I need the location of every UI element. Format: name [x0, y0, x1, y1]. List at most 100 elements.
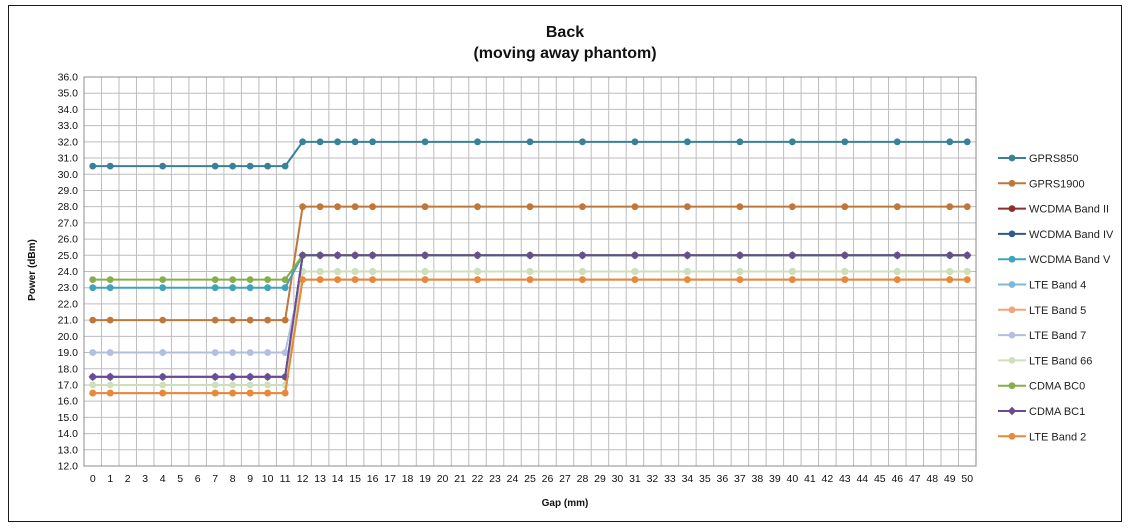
y-tick-label: 30.0: [58, 169, 79, 181]
data-point: [246, 389, 254, 397]
x-tick-label: 4: [160, 473, 166, 485]
x-tick-label: 3: [142, 473, 148, 485]
data-point: [281, 162, 289, 170]
data-point: [281, 276, 289, 284]
y-tick-label: 32.0: [58, 136, 79, 148]
legend-label: LTE Band 4: [1029, 280, 1086, 292]
data-point: [159, 316, 167, 324]
data-point: [841, 268, 849, 275]
data-point: [299, 203, 307, 211]
y-tick-label: 26.0: [58, 234, 79, 246]
legend-item: GPRS850: [998, 153, 1079, 165]
data-point: [264, 389, 272, 397]
x-tick-label: 19: [419, 473, 431, 485]
data-point: [89, 381, 97, 389]
legend-label: WCDMA Band IV: [1029, 229, 1114, 241]
x-tick-label: 14: [332, 473, 344, 485]
data-point: [281, 284, 289, 292]
series-lte-band-66: [89, 268, 971, 389]
series-cdma-bc1: [88, 251, 972, 382]
data-point: [246, 316, 254, 324]
data-point: [735, 251, 745, 260]
data-point: [893, 138, 901, 146]
data-point: [299, 276, 307, 284]
legend-marker: [1008, 331, 1016, 339]
data-point: [229, 276, 237, 284]
y-tick-label: 16.0: [58, 396, 79, 408]
y-tick-label: 29.0: [58, 185, 79, 197]
data-point: [893, 251, 902, 260]
x-tick-label: 30: [612, 473, 624, 485]
data-point: [334, 138, 342, 146]
data-point: [736, 203, 744, 211]
data-point: [579, 268, 586, 275]
data-point: [683, 251, 692, 260]
x-tick-label: 41: [804, 473, 816, 485]
x-tick-label: 33: [664, 473, 676, 485]
data-point: [351, 276, 359, 284]
legend-label: LTE Band 7: [1029, 330, 1086, 342]
legend-marker: [1008, 306, 1016, 314]
y-tick-label: 27.0: [58, 217, 79, 229]
data-point: [368, 251, 377, 260]
data-point: [229, 381, 237, 389]
x-tick-label: 21: [454, 473, 466, 485]
x-tick-label: 23: [489, 473, 501, 485]
data-point: [106, 162, 114, 170]
legend-item: LTE Band 7: [998, 330, 1086, 342]
data-point: [315, 251, 325, 260]
x-tick-label: 24: [507, 473, 519, 485]
legend-item: CDMA BC1: [998, 406, 1085, 418]
data-point: [841, 138, 849, 146]
data-point: [246, 349, 254, 356]
data-point: [631, 276, 639, 284]
data-point: [631, 203, 639, 211]
data-point: [264, 162, 272, 170]
data-point: [158, 372, 167, 382]
legend-marker: [1008, 154, 1016, 162]
legend-label: CDMA BC0: [1029, 381, 1085, 393]
data-point: [963, 203, 971, 211]
data-point: [474, 203, 481, 211]
data-point: [106, 389, 114, 397]
data-point: [350, 251, 360, 260]
x-tick-label: 43: [839, 473, 851, 485]
y-axis-label: Power (dBm): [27, 239, 38, 301]
data-point: [369, 138, 376, 146]
x-tick-label: 7: [212, 473, 218, 485]
y-tick-label: 34.0: [58, 104, 79, 116]
data-point: [89, 349, 97, 356]
data-point: [211, 349, 219, 356]
data-point: [893, 268, 901, 275]
legend-item: WCDMA Band II: [998, 204, 1109, 216]
data-point: [316, 138, 324, 146]
x-tick-label: 8: [230, 473, 236, 485]
data-point: [736, 268, 744, 275]
y-tick-label: 15.0: [58, 412, 79, 424]
y-tick-label: 33.0: [58, 120, 79, 132]
y-tick-label: 18.0: [58, 363, 79, 375]
data-point: [106, 316, 114, 324]
data-point: [264, 349, 272, 356]
data-point: [229, 162, 237, 170]
y-tick-label: 24.0: [58, 266, 79, 278]
data-point: [299, 138, 307, 146]
legend-item: WCDMA Band V: [998, 254, 1111, 266]
x-tick-label: 20: [437, 473, 449, 485]
legend-label: GPRS850: [1029, 153, 1079, 165]
x-tick-label: 49: [944, 473, 956, 485]
y-tick-label: 31.0: [58, 153, 79, 165]
legend-item: LTE Band 2: [998, 431, 1086, 443]
legend: GPRS850 GPRS1900 WCDMA Band II WCDMA Band I…: [998, 153, 1114, 443]
x-tick-label: 26: [542, 473, 554, 485]
legend-label: GPRS1900: [1029, 178, 1085, 190]
data-point: [526, 203, 534, 211]
data-point: [211, 381, 219, 389]
data-point: [579, 138, 586, 146]
data-point: [246, 284, 254, 292]
data-point: [281, 389, 289, 397]
data-point: [963, 251, 972, 260]
x-tick-label: 28: [577, 473, 589, 485]
x-tick-label: 1: [107, 473, 113, 485]
x-tick-label: 12: [297, 473, 309, 485]
